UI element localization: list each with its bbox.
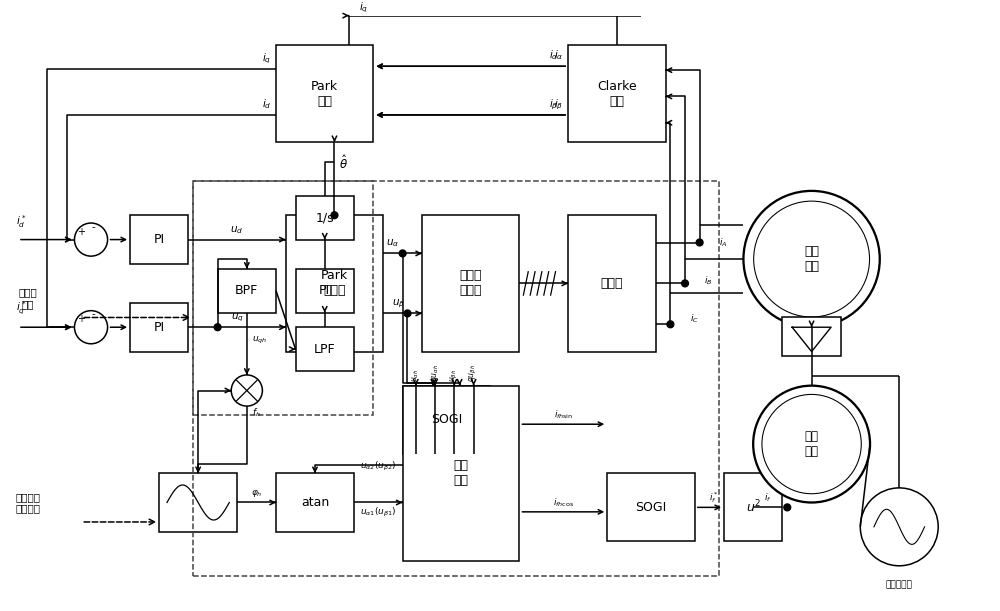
- Text: PI: PI: [154, 233, 165, 246]
- Circle shape: [399, 250, 406, 257]
- Text: 解析
计算: 解析 计算: [454, 459, 469, 488]
- Circle shape: [860, 488, 938, 566]
- Circle shape: [743, 191, 880, 327]
- Text: $i_{fh\sin}$: $i_{fh\sin}$: [554, 408, 573, 421]
- Text: 同步解耦
信号生成: 同步解耦 信号生成: [15, 492, 40, 513]
- Text: 主励
磁机: 主励 磁机: [805, 430, 819, 458]
- Circle shape: [404, 310, 411, 316]
- Bar: [276, 45, 373, 142]
- Text: $qu_{\beta h}$: $qu_{\beta h}$: [468, 364, 479, 382]
- Text: $u_{\beta h}$: $u_{\beta h}$: [449, 368, 460, 382]
- Text: $i_{fh\cos}$: $i_{fh\cos}$: [553, 496, 574, 508]
- Text: Clarke
变换: Clarke 变换: [597, 79, 637, 108]
- Text: $i_\beta$: $i_\beta$: [554, 98, 563, 112]
- Text: 主发
电机: 主发 电机: [804, 245, 819, 273]
- Circle shape: [667, 321, 674, 327]
- Circle shape: [74, 310, 108, 344]
- Text: $u_{\alpha h}$: $u_{\alpha h}$: [411, 368, 421, 382]
- Bar: [130, 215, 188, 264]
- Circle shape: [682, 280, 688, 287]
- Text: 空间矢
量调制: 空间矢 量调制: [460, 269, 482, 298]
- Circle shape: [231, 375, 262, 406]
- Text: $f_h$: $f_h$: [252, 407, 260, 419]
- Text: atan: atan: [301, 496, 329, 509]
- Bar: [193, 181, 373, 415]
- Text: $i_B$: $i_B$: [704, 274, 713, 287]
- Text: $i_q^*$: $i_q^*$: [16, 300, 26, 318]
- Text: $u_q$: $u_q$: [231, 312, 244, 324]
- Bar: [607, 474, 695, 541]
- Text: $i_q$: $i_q$: [262, 52, 271, 66]
- Text: $i_\beta$: $i_\beta$: [549, 98, 558, 112]
- Circle shape: [331, 212, 338, 219]
- Bar: [193, 181, 719, 576]
- Text: +: +: [77, 227, 85, 237]
- Text: $\varphi_h$: $\varphi_h$: [251, 488, 262, 499]
- Bar: [568, 45, 666, 142]
- Text: $i_q$: $i_q$: [359, 0, 368, 15]
- Text: $i_d^*$: $i_d^*$: [16, 213, 26, 230]
- Text: 外差法
解调: 外差法 解调: [18, 287, 37, 309]
- Bar: [403, 386, 490, 454]
- Bar: [724, 474, 782, 541]
- Text: $u_\alpha$: $u_\alpha$: [386, 238, 400, 249]
- Circle shape: [784, 504, 791, 511]
- Bar: [286, 215, 383, 351]
- Text: LPF: LPF: [314, 343, 336, 356]
- Text: $u^2$: $u^2$: [746, 499, 761, 516]
- Text: $u_{\alpha1}(u_{\beta1})$: $u_{\alpha1}(u_{\beta1})$: [360, 505, 396, 519]
- Text: BPF: BPF: [235, 284, 258, 297]
- Bar: [276, 474, 354, 532]
- Circle shape: [753, 386, 870, 502]
- Text: Park
变换: Park 变换: [311, 79, 338, 108]
- Text: PI: PI: [319, 284, 330, 297]
- Text: 1/s: 1/s: [315, 211, 334, 224]
- Bar: [296, 269, 354, 313]
- Text: $u_d$: $u_d$: [230, 224, 244, 236]
- Bar: [403, 386, 519, 561]
- Text: -: -: [91, 310, 95, 320]
- Text: $i_C$: $i_C$: [690, 313, 699, 325]
- Bar: [218, 269, 276, 313]
- Circle shape: [696, 239, 703, 246]
- Text: SOGI: SOGI: [431, 413, 462, 426]
- Circle shape: [754, 201, 870, 317]
- Text: -: -: [91, 222, 95, 232]
- Text: $u_\beta$: $u_\beta$: [392, 298, 405, 310]
- Text: $i_A$: $i_A$: [719, 236, 728, 249]
- Bar: [568, 215, 656, 351]
- Text: $u_{\alpha2}(u_{\beta2})$: $u_{\alpha2}(u_{\beta2})$: [360, 460, 396, 473]
- Circle shape: [214, 324, 221, 331]
- Text: $i_\alpha$: $i_\alpha$: [554, 48, 563, 62]
- Text: $\hat{\theta}$: $\hat{\theta}$: [339, 154, 348, 172]
- Bar: [296, 327, 354, 371]
- Text: 交流电压源: 交流电压源: [886, 580, 913, 590]
- Text: $i_f^*$: $i_f^*$: [709, 490, 719, 505]
- Text: SOGI: SOGI: [635, 501, 667, 514]
- Bar: [422, 215, 519, 351]
- Text: $qu_{\alpha h}$: $qu_{\alpha h}$: [430, 364, 441, 382]
- Text: 逆变器: 逆变器: [601, 277, 623, 290]
- Text: $i_f$: $i_f$: [764, 492, 772, 504]
- Text: PI: PI: [154, 321, 165, 334]
- Bar: [130, 303, 188, 351]
- Text: $u_{qh}$: $u_{qh}$: [252, 335, 267, 346]
- Bar: [159, 474, 237, 532]
- Text: Park
逆变换: Park 逆变换: [321, 269, 348, 298]
- Text: $i_d$: $i_d$: [262, 97, 271, 111]
- Circle shape: [762, 395, 861, 494]
- Bar: [782, 318, 841, 356]
- Circle shape: [74, 223, 108, 256]
- Text: $i_\alpha$: $i_\alpha$: [549, 48, 558, 62]
- Text: +: +: [77, 315, 85, 324]
- Bar: [296, 196, 354, 240]
